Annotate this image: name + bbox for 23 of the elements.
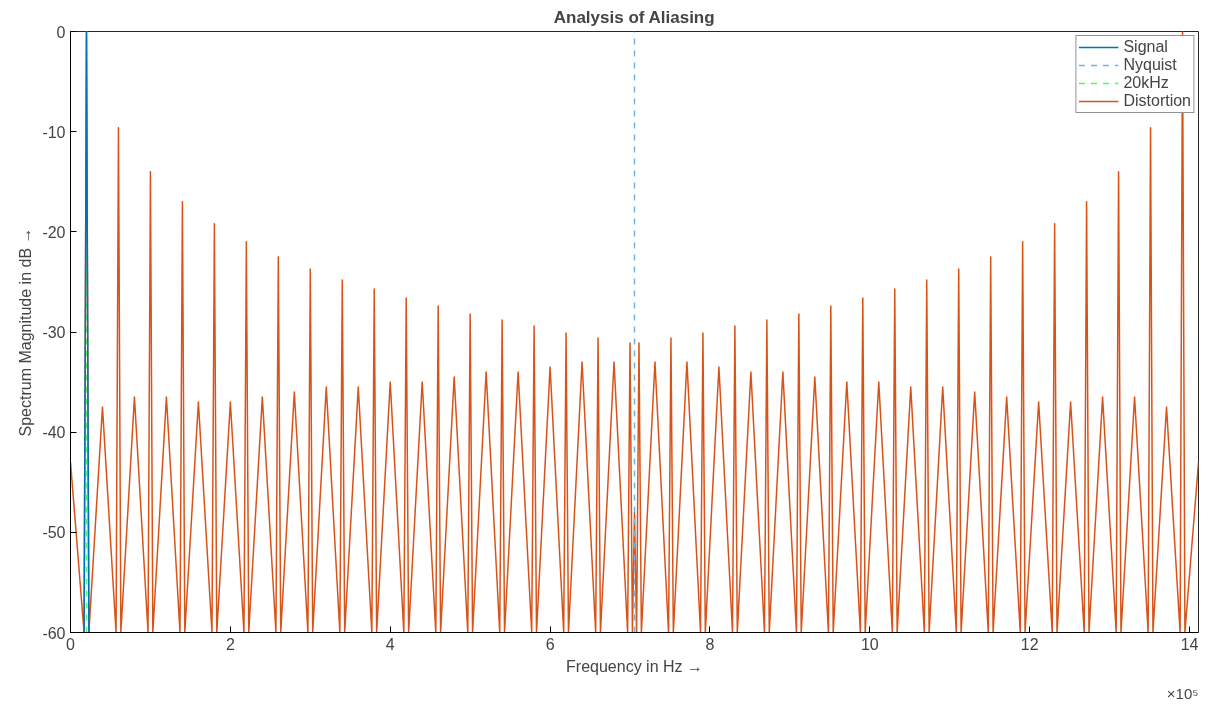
x-tick-label: 14 xyxy=(1180,635,1199,653)
y-tick-label: -30 xyxy=(42,324,66,341)
y-axis-title: Spectrum Magnitude in dB → xyxy=(17,227,35,437)
y-tick-label: -20 xyxy=(42,223,66,241)
x-tick-label: 10 xyxy=(860,635,879,653)
x-tick-label: 4 xyxy=(385,635,395,653)
line-series xyxy=(70,31,1199,633)
legend-label: Signal xyxy=(1123,38,1168,56)
y-tick-label: -60 xyxy=(42,624,66,642)
x-axis-title: Frequency in Hz → xyxy=(566,657,703,675)
text: ×10⁵ xyxy=(1166,684,1199,702)
legend-label: 20kHz xyxy=(1123,74,1169,92)
x-tick-label: 2 xyxy=(225,635,235,653)
y-tick-label: -50 xyxy=(42,524,66,542)
legend-label: Distortion xyxy=(1123,92,1191,110)
x-tick-label: 8 xyxy=(705,635,715,653)
x-tick-label: 6 xyxy=(545,635,555,653)
y-tick-label: 0 xyxy=(56,23,66,41)
y-tick-label: -10 xyxy=(42,123,66,141)
y-tick-label: -40 xyxy=(42,424,66,442)
legend-label: Nyquist xyxy=(1123,56,1177,74)
chart-title: Analysis of Aliasing xyxy=(553,7,715,27)
x-tick-label: 12 xyxy=(1020,635,1039,653)
